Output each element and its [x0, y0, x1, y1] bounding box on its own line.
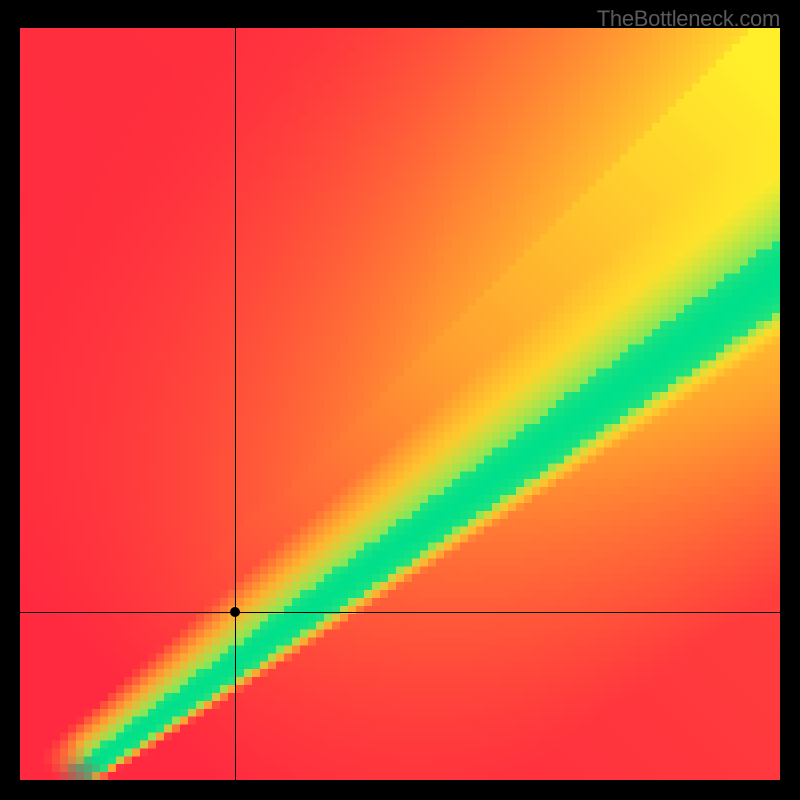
crosshair-horizontal [20, 612, 780, 613]
root-container: TheBottleneck.com [0, 0, 800, 800]
heatmap-canvas [20, 28, 780, 780]
watermark-text: TheBottleneck.com [597, 6, 780, 32]
marker-dot [230, 607, 240, 617]
crosshair-vertical [235, 28, 236, 780]
plot-area [20, 28, 780, 780]
